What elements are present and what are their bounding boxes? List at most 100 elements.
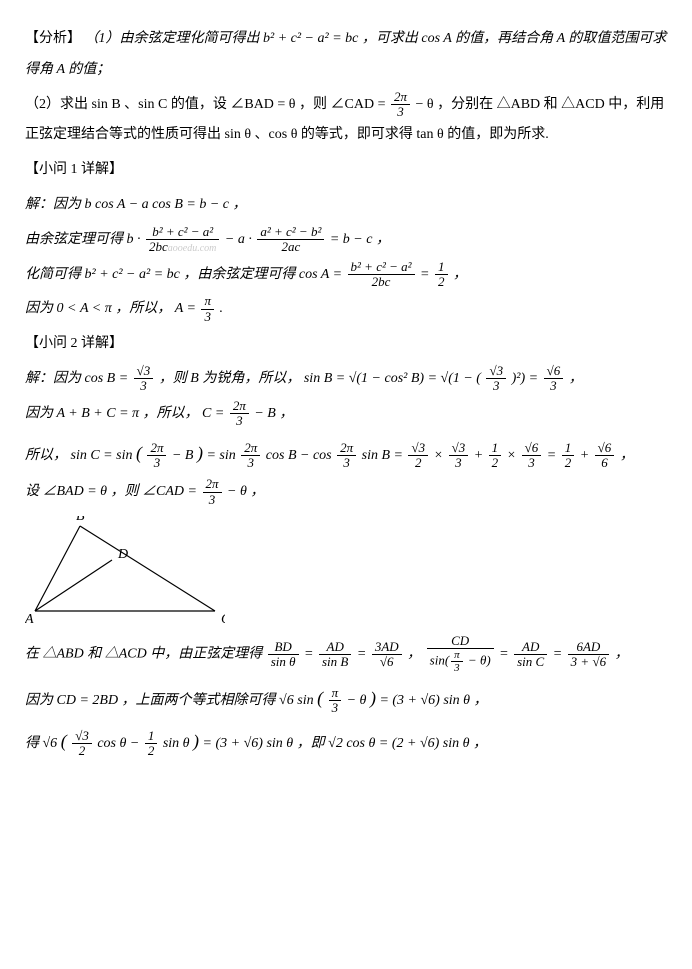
frac-num: b² + c² − a² [348, 260, 415, 275]
frac-num: 2π [203, 477, 222, 492]
frac-num: 1 [435, 260, 448, 275]
bigroot-open: √(1 − ( [441, 371, 481, 386]
q2-line5: 在 △ABD 和 △ACD 中，由正弦定理得 BD sin θ = AD sin… [25, 634, 667, 674]
frac-num: 2π [230, 399, 249, 414]
text: sin B = [362, 448, 407, 463]
frac-den: 2 [489, 456, 502, 470]
q1-line1: 解：因为 b cos A − a cos B = b − c ， [25, 190, 667, 221]
q2-line1: 解：因为 cos B = √3 3 ，则 B 为锐角，所以， sin B = √… [25, 364, 667, 395]
text: ， [569, 371, 583, 386]
lparen: ( [61, 731, 67, 751]
frac-rt6-3: √6 3 [544, 364, 564, 394]
frac-den: sin B [319, 655, 351, 669]
frac-den: 2bc [348, 275, 415, 289]
lparen: ( [136, 443, 142, 463]
frac-den: 3 [134, 379, 154, 393]
frac-den: 6 [595, 456, 615, 470]
frac-num: AD [319, 640, 351, 655]
frac-BD: BD sin θ [268, 640, 299, 670]
text: = b − c ， [330, 232, 390, 247]
q2-line6: 因为 CD = 2BD ，上面两个等式相除可得 √6 sin ( π 3 − θ… [25, 679, 667, 719]
q1-line4: 因为 0 < A < π ，所以， A = π 3 . [25, 294, 667, 325]
frac-half-d: 1 2 [145, 729, 158, 759]
frac-den: √6 [372, 655, 402, 669]
frac-den: 3 [230, 414, 249, 428]
frac-den: 3 [241, 456, 260, 470]
frac-half-b: 1 2 [489, 441, 502, 471]
rparen: ) [197, 443, 203, 463]
text: cos B − cos [266, 448, 332, 463]
text: 因为 CD = 2BD ，上面两个等式相除可得 √6 sin [25, 693, 314, 708]
text: 化简可得 b² + c² − a² = bc ，由余弦定理可得 cos A = [25, 267, 346, 282]
frac-CD: CD sin(π3 − θ) [427, 634, 494, 674]
text: = [547, 448, 560, 463]
frac-den: sin θ [268, 655, 299, 669]
text: = [529, 371, 542, 386]
frac-num: π [329, 686, 342, 701]
analysis-2: （2）求出 sin B 、sin C 的值，设 ∠BAD = θ ，则 ∠CAD… [25, 90, 667, 152]
q1-label: 【小问 1 详解】 [25, 155, 667, 186]
frac-num: √3 [134, 364, 154, 379]
frac-den: 3 [201, 310, 214, 324]
lparen: ( [317, 688, 323, 708]
frac-rt3-3-inner: √3 3 [486, 364, 506, 394]
text: = [420, 267, 433, 282]
text: − B ， [254, 406, 293, 421]
text: + [474, 448, 487, 463]
text: − θ ， [227, 484, 264, 499]
q2-line3: 所以， sin C = sin ( 2π 3 − B ) = sin 2π 3 … [25, 434, 667, 474]
frac-num: a² + c² − b² [257, 225, 324, 240]
q2-line4: 设 ∠BAD = θ ，则 ∠CAD = 2π 3 − θ ， [25, 477, 667, 508]
analysis-label: 【分析】 [25, 31, 81, 46]
bigroot-close: )²) [512, 371, 526, 386]
frac-den: 3 + √6 [568, 655, 609, 669]
frac-den: 2 [72, 744, 92, 758]
frac-num: √3 [408, 441, 428, 456]
frac-den: 2bcaooedu.com [146, 240, 219, 254]
text: 因为 A + B + C = π ，所以， C = [25, 406, 228, 421]
frac-den: 2 [562, 456, 575, 470]
frac-num: b² + c² − a² [146, 225, 219, 240]
analysis-1: （1）由余弦定理化简可得出 b² + c² − a² = bc ，可求出 cos… [25, 31, 666, 77]
frac-den: 2 [145, 744, 158, 758]
text: ， [615, 647, 629, 662]
frac-den: 3 [522, 456, 542, 470]
analysis-block: 【分析】 （1）由余弦定理化简可得出 b² + c² − a² = bc ，可求… [25, 24, 667, 86]
frac-cosA: b² + c² − a² 2bc [348, 260, 415, 290]
frac-num: 3AD [372, 640, 402, 655]
minus-B: − B [172, 448, 194, 463]
frac-num: AD [514, 640, 547, 655]
watermark: aooedu.com [168, 243, 217, 254]
frac-2pi3-f: 2π 3 [203, 477, 222, 507]
q2-label: 【小问 2 详解】 [25, 329, 667, 360]
text: = [553, 647, 566, 662]
frac-rt3-3b: √3 3 [449, 441, 469, 471]
frac-den: 3 [486, 379, 506, 393]
text: ， [620, 448, 634, 463]
frac-den: 3 [203, 493, 222, 507]
frac-num: 2π [391, 90, 410, 105]
frac-3ADrt6: 3AD √6 [372, 640, 402, 670]
text: × [434, 448, 447, 463]
frac-law1: b² + c² − a² 2bcaooedu.com [146, 225, 219, 255]
frac-den: 3 [337, 456, 356, 470]
frac-num: √6 [522, 441, 542, 456]
frac-law2: a² + c² − b² 2ac [257, 225, 324, 255]
frac-rt3-2b: √3 2 [72, 729, 92, 759]
text: . [219, 301, 223, 316]
svg-text:B: B [76, 516, 85, 524]
rparen: ) [370, 688, 376, 708]
text: = (3 + √6) sin θ ， [379, 693, 487, 708]
frac-rt3-2: √3 2 [408, 441, 428, 471]
frac-half-c: 1 2 [562, 441, 575, 471]
text: = [499, 647, 512, 662]
frac-num: 2π [241, 441, 260, 456]
frac-num: √3 [486, 364, 506, 379]
q2-line2: 因为 A + B + C = π ，所以， C = 2π 3 − B ， [25, 399, 667, 430]
text: 所以， sin C = sin [25, 448, 132, 463]
frac-ADsinB: AD sin B [319, 640, 351, 670]
frac-rt6-3b: √6 3 [522, 441, 542, 471]
text: 得 √6 [25, 736, 57, 751]
text: ， [453, 267, 467, 282]
frac-pi3-b: π 3 [329, 686, 342, 716]
